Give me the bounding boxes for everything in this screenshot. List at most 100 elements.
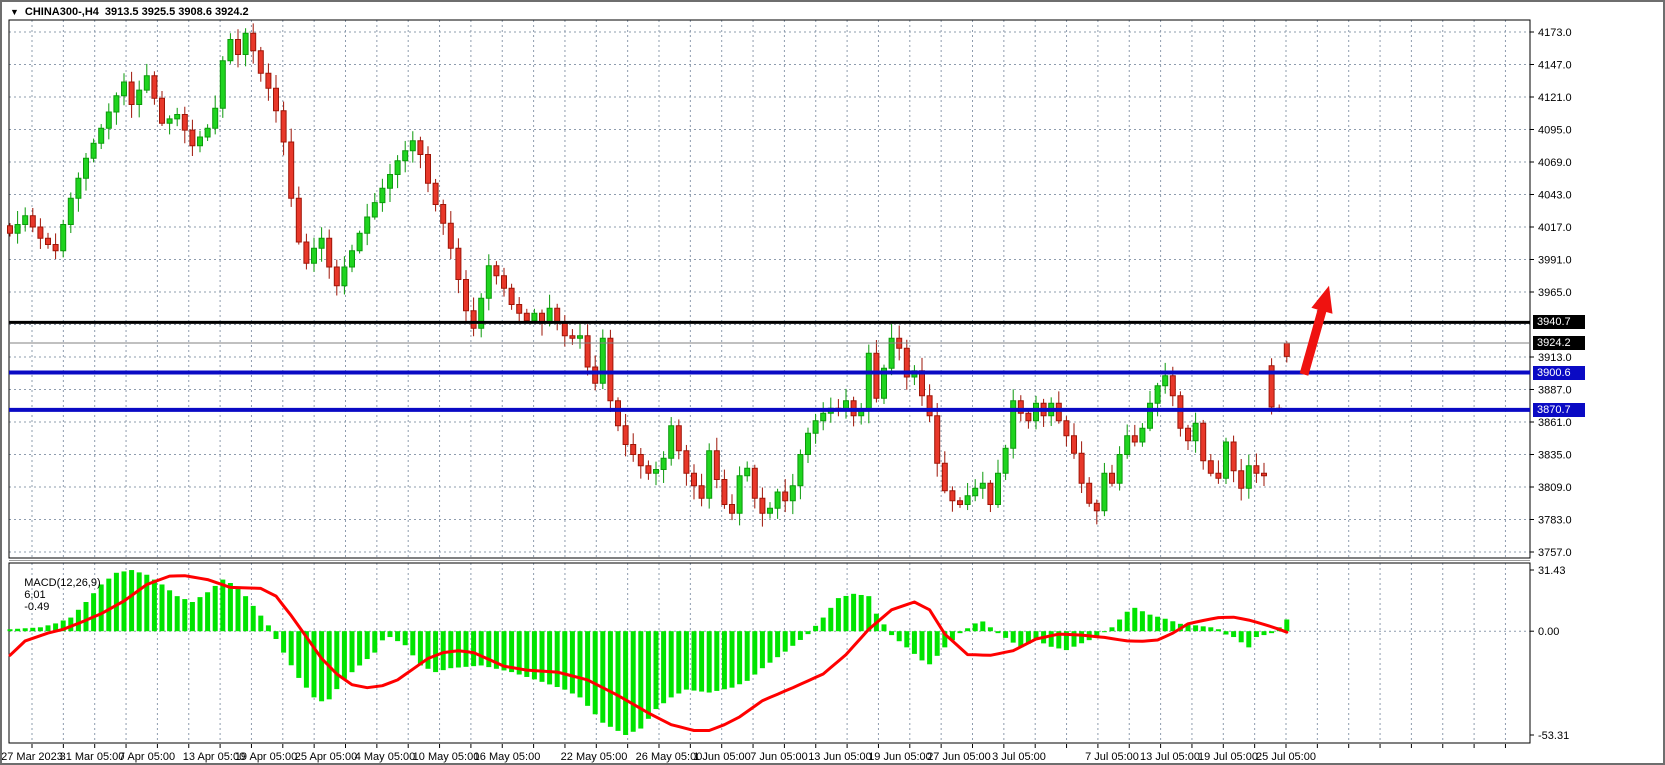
candle-up xyxy=(242,32,249,55)
macd-bar xyxy=(417,631,423,666)
candle-down xyxy=(561,322,568,337)
time-tick-label: 7 Apr 05:00 xyxy=(119,751,175,763)
macd-bar xyxy=(813,625,819,632)
candle-up xyxy=(1116,454,1123,484)
macd-bar xyxy=(189,601,195,632)
macd-bar xyxy=(600,631,606,723)
candle-down xyxy=(432,182,439,205)
macd-bar xyxy=(547,631,553,685)
macd-bar xyxy=(402,631,408,646)
candle-down xyxy=(250,32,257,52)
candle-down xyxy=(1017,400,1024,414)
macd-bar xyxy=(303,631,309,688)
trend-up-arrow[interactable] xyxy=(1299,285,1333,376)
macd-bar xyxy=(524,631,530,677)
macd-bar xyxy=(83,601,89,632)
candle-down xyxy=(1055,402,1062,422)
price-tick-label: 3965.0 xyxy=(1538,287,1572,299)
candle-up xyxy=(409,140,416,152)
macd-bar xyxy=(927,631,933,665)
candle-up xyxy=(865,352,872,412)
candle-up xyxy=(1010,400,1017,449)
macd-bar xyxy=(531,631,537,680)
macd-bar xyxy=(144,574,150,632)
candle-down xyxy=(713,450,720,480)
macd-bar xyxy=(387,631,393,638)
macd-bar xyxy=(623,631,629,735)
candle-up xyxy=(75,177,82,199)
macd-indicator-label: MACD(12,26,9) 6.01 -0.49 xyxy=(12,565,100,625)
macd-bar xyxy=(881,624,887,632)
candle-down xyxy=(1215,472,1222,479)
macd-signal-line xyxy=(8,574,1289,732)
candle-down xyxy=(470,310,477,329)
main-panel-border xyxy=(8,19,1531,559)
macd-bar xyxy=(896,631,902,642)
time-tick-label: 19 Jun 05:00 xyxy=(868,751,932,763)
candle-down xyxy=(903,347,910,378)
candle-up xyxy=(387,174,393,189)
price-tick-label: 3913.0 xyxy=(1538,352,1572,364)
macd-bar xyxy=(15,628,21,632)
symbol-dropdown-icon[interactable]: ▼ xyxy=(10,7,19,17)
macd-bar xyxy=(1071,631,1077,647)
candle-up xyxy=(797,454,804,487)
macd-histogram xyxy=(7,570,1290,735)
time-tick-label: 31 Mar 05:00 xyxy=(60,751,125,763)
candle-down xyxy=(1261,472,1267,477)
macd-bar xyxy=(1132,607,1138,632)
price-axis[interactable]: 4173.0 4147.0 4121.0 4095.0 4069.0 4043.0 4017… xyxy=(1530,27,1572,742)
macd-bar xyxy=(539,631,545,682)
candle-down xyxy=(273,87,279,112)
candle-up xyxy=(531,312,538,322)
time-tick-label: 27 Jun 05:00 xyxy=(927,751,991,763)
candle-up xyxy=(888,337,895,369)
price-marker-support-3870[interactable]: 3870.7 xyxy=(1533,402,1585,417)
macd-bar xyxy=(45,625,51,632)
candle-up xyxy=(318,237,325,249)
macd-bar xyxy=(440,631,446,671)
price-tick-label: 3809.0 xyxy=(1538,482,1572,494)
candle-up xyxy=(394,160,401,175)
macd-bar xyxy=(577,631,583,698)
macd-tick-label: 31.43 xyxy=(1538,565,1566,577)
panel-borders xyxy=(8,19,1531,744)
candle-down xyxy=(759,497,766,514)
macd-bar xyxy=(60,620,66,632)
macd-bar xyxy=(174,596,180,632)
macd-bar xyxy=(288,631,294,666)
price-marker-support-3900[interactable]: 3900.6 xyxy=(1533,365,1585,380)
candle-up xyxy=(204,127,211,138)
macd-bar xyxy=(410,631,416,656)
candlestick-series xyxy=(7,23,1290,527)
candle-down xyxy=(1109,472,1115,484)
candle-up xyxy=(349,250,355,268)
price-marker-resistance-3940[interactable]: 3940.7 xyxy=(1533,315,1585,330)
macd-bar xyxy=(448,631,454,669)
candle-up xyxy=(371,202,378,218)
macd-bar xyxy=(463,631,469,667)
macd-bar xyxy=(159,584,165,632)
candle-up xyxy=(113,95,120,113)
candle-down xyxy=(934,415,941,464)
time-tick-label: 10 May 05:00 xyxy=(413,751,480,763)
candle-up xyxy=(60,224,67,252)
candle-up xyxy=(972,487,979,497)
macd-bar xyxy=(372,631,378,653)
macd-bar xyxy=(220,579,226,632)
macd-bar xyxy=(37,627,43,632)
macd-bar xyxy=(706,631,712,693)
macd-bar xyxy=(136,572,142,632)
macd-bar xyxy=(265,625,271,632)
time-tick-label: 4 May 05:00 xyxy=(355,751,416,763)
macd-bar xyxy=(357,631,363,666)
macd-bar xyxy=(592,631,598,715)
macd-bar xyxy=(205,592,211,632)
macd-bar xyxy=(820,617,826,632)
candle-up xyxy=(478,297,485,329)
candle-up xyxy=(995,472,1001,505)
price-marker-current-price: 3924.2 xyxy=(1533,336,1585,350)
macd-bar xyxy=(699,631,705,692)
